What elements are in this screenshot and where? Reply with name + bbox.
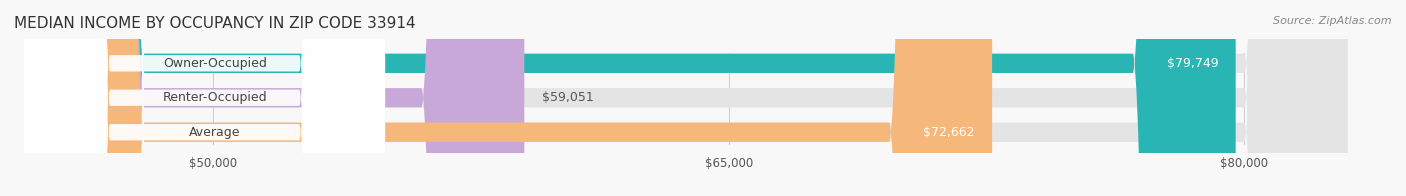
FancyBboxPatch shape — [41, 0, 1347, 196]
FancyBboxPatch shape — [24, 0, 385, 196]
FancyBboxPatch shape — [24, 0, 385, 196]
FancyBboxPatch shape — [24, 0, 385, 196]
Text: Average: Average — [190, 126, 240, 139]
FancyBboxPatch shape — [41, 0, 1347, 196]
FancyBboxPatch shape — [41, 0, 993, 196]
FancyBboxPatch shape — [41, 0, 524, 196]
Text: Owner-Occupied: Owner-Occupied — [163, 57, 267, 70]
Text: Renter-Occupied: Renter-Occupied — [163, 91, 267, 104]
Text: $72,662: $72,662 — [924, 126, 974, 139]
Text: $59,051: $59,051 — [541, 91, 593, 104]
Text: MEDIAN INCOME BY OCCUPANCY IN ZIP CODE 33914: MEDIAN INCOME BY OCCUPANCY IN ZIP CODE 3… — [14, 16, 416, 31]
FancyBboxPatch shape — [41, 0, 1236, 196]
Text: $79,749: $79,749 — [1167, 57, 1219, 70]
Text: Source: ZipAtlas.com: Source: ZipAtlas.com — [1274, 16, 1392, 26]
FancyBboxPatch shape — [41, 0, 1347, 196]
